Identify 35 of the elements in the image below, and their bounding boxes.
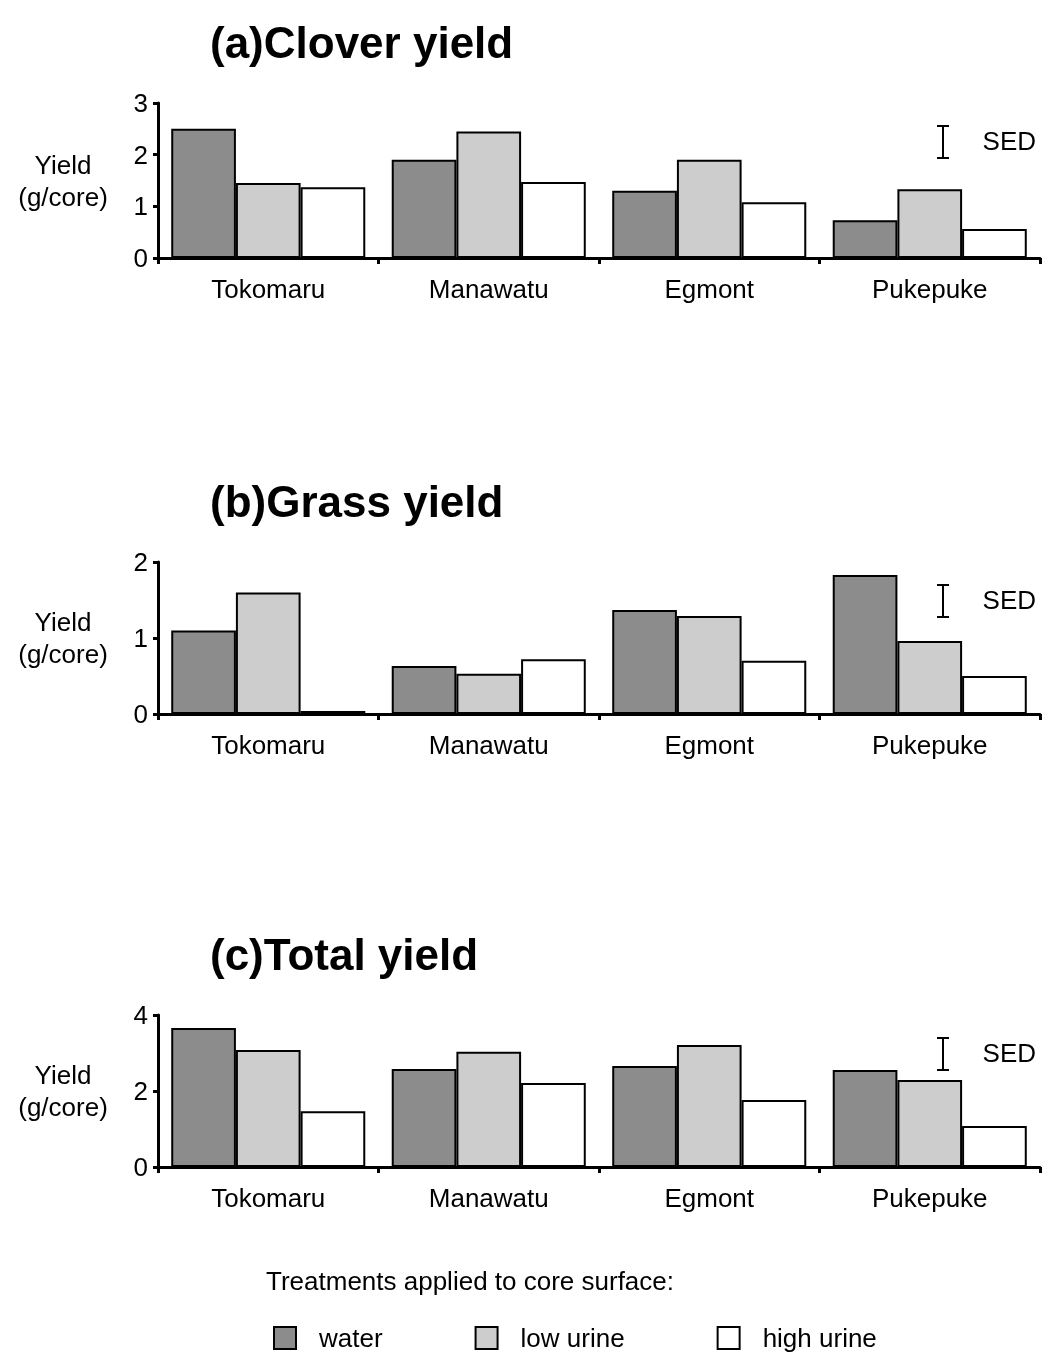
- y-tick-label: 0: [133, 1152, 148, 1182]
- chart-title: (b)Grass yield: [210, 476, 504, 526]
- y-tick-label: 0: [133, 699, 148, 729]
- y-axis-title: Yield (g/core): [18, 1060, 108, 1122]
- annotation: SED: [982, 585, 1037, 615]
- y-tick-label: 2: [133, 1076, 148, 1106]
- y-tick-label: 1: [133, 623, 148, 653]
- y-axis-title: Yield (g/core): [18, 149, 108, 212]
- x-tick-label: Egmont: [664, 1183, 755, 1213]
- chart-title: (c)Total yield: [210, 929, 479, 979]
- y-tick-label: 2: [133, 139, 148, 170]
- legend-title: Treatments applied to core surface:: [266, 1266, 675, 1296]
- x-tick-label: Tokomaru: [211, 274, 326, 304]
- x-tick-label: Manawatu: [428, 730, 549, 760]
- legend-label: high urine: [762, 1323, 877, 1353]
- x-tick-label: Tokomaru: [211, 1183, 326, 1213]
- x-tick-label: Pukepuke: [871, 1183, 988, 1213]
- y-axis-title: Yield (g/core): [18, 607, 108, 669]
- x-tick-label: Manawatu: [428, 274, 549, 304]
- legend-label: low urine: [520, 1323, 625, 1353]
- x-tick-label: Manawatu: [428, 1183, 549, 1213]
- x-tick-label: Egmont: [664, 730, 755, 760]
- y-tick-label: 2: [133, 547, 148, 577]
- chart-title: (a)Clover yield: [210, 17, 514, 67]
- y-tick-label: 1: [133, 191, 148, 222]
- annotation: SED: [982, 126, 1037, 156]
- y-tick-label: 4: [133, 1000, 148, 1030]
- y-tick-label: 3: [133, 88, 148, 118]
- y-tick-label: 0: [133, 243, 148, 273]
- x-tick-label: Pukepuke: [871, 274, 988, 304]
- x-tick-label: Egmont: [664, 274, 755, 304]
- legend-label: water: [318, 1323, 383, 1353]
- annotation: SED: [982, 1038, 1037, 1068]
- x-tick-label: Tokomaru: [211, 730, 326, 760]
- x-tick-label: Pukepuke: [871, 730, 988, 760]
